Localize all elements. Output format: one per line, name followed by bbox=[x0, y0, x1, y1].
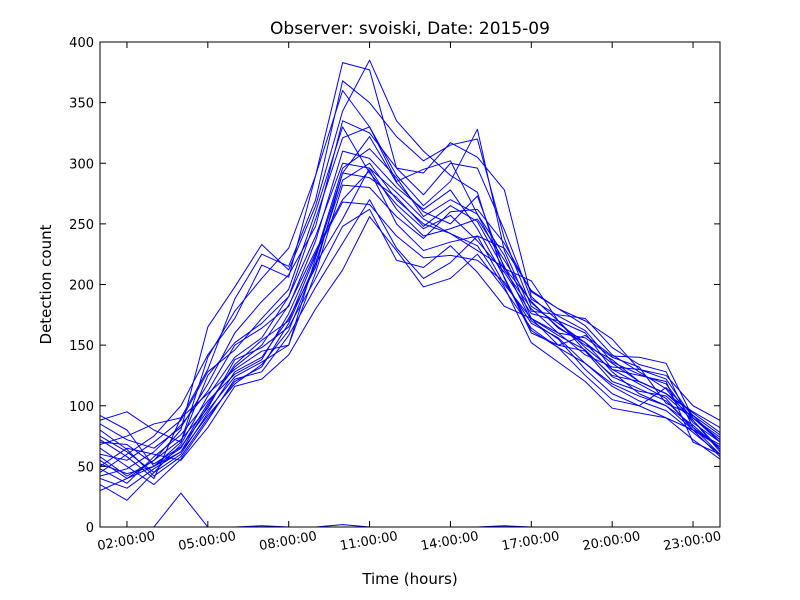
series-line-2 bbox=[100, 59, 720, 477]
plot-frame bbox=[99, 41, 721, 528]
series-line-3 bbox=[100, 80, 720, 479]
y-tick-label: 50 bbox=[77, 460, 94, 475]
x-tick-label: 20:00:00 bbox=[582, 529, 642, 554]
series-layer bbox=[100, 59, 720, 527]
y-tick-label: 300 bbox=[69, 157, 94, 172]
series-line-15 bbox=[100, 126, 720, 461]
x-tick-label: 02:00:00 bbox=[96, 529, 156, 554]
x-tick-label: 05:00:00 bbox=[177, 529, 237, 554]
x-tick-label: 17:00:00 bbox=[501, 529, 561, 554]
x-tick-label: 08:00:00 bbox=[258, 529, 318, 554]
series-line-11 bbox=[100, 216, 720, 467]
x-tick-label: 23:00:00 bbox=[662, 529, 722, 554]
y-tick-label: 400 bbox=[69, 36, 94, 51]
y-tick-label: 0 bbox=[86, 521, 94, 536]
series-line-20 bbox=[100, 148, 720, 475]
x-axis-title: Time (hours) bbox=[361, 570, 457, 588]
series-line-14 bbox=[100, 120, 720, 450]
series-line-7 bbox=[100, 170, 720, 479]
series-line-16 bbox=[100, 201, 720, 484]
x-tick-label: 14:00:00 bbox=[420, 529, 480, 554]
series-line-1 bbox=[100, 62, 720, 467]
series-line-18 bbox=[100, 150, 720, 477]
y-tick-label: 100 bbox=[69, 400, 94, 415]
series-line-22 bbox=[100, 492, 720, 527]
series-line-13 bbox=[100, 162, 720, 501]
y-tick-label: 150 bbox=[69, 339, 94, 354]
y-tick-label: 200 bbox=[69, 279, 94, 294]
y-axis: 0 50 100 150 200 250 300 350 400 bbox=[69, 36, 720, 536]
series-line-5 bbox=[100, 126, 720, 455]
y-tick-label: 350 bbox=[69, 97, 94, 112]
y-tick-label: 250 bbox=[69, 218, 94, 233]
series-line-19 bbox=[100, 162, 720, 477]
x-axis: 02:00:00 05:00:00 08:00:00 11:00:00 14:00:00… bbox=[96, 42, 722, 554]
series-line-9 bbox=[100, 199, 720, 486]
y-axis-title: Detection count bbox=[37, 224, 55, 344]
plot-area bbox=[99, 41, 721, 528]
series-line-10 bbox=[100, 208, 720, 492]
chart-title: Observer: svoiski, Date: 2015-09 bbox=[270, 19, 550, 39]
series-line-17 bbox=[100, 184, 720, 465]
series-line-4 bbox=[100, 90, 720, 473]
x-tick-label: 11:00:00 bbox=[339, 529, 399, 554]
series-line-8 bbox=[100, 167, 720, 489]
